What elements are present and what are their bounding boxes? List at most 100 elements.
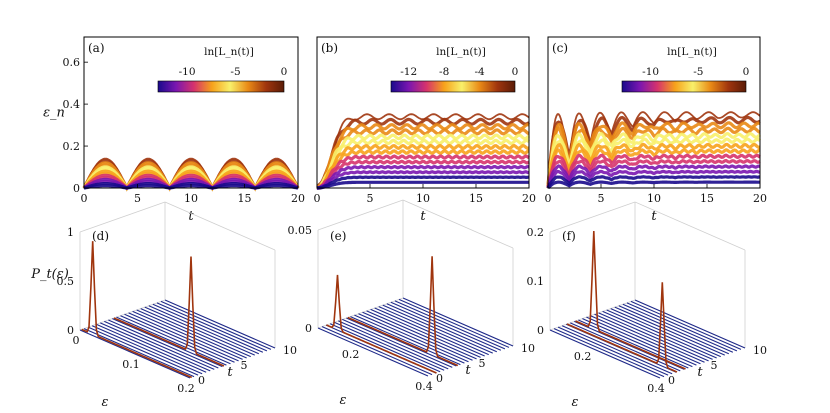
panel-1-series-8: [316, 154, 530, 190]
base-trace: [329, 323, 441, 373]
xtick-label: 0: [314, 192, 321, 205]
grid-line: [549, 201, 636, 233]
ztick-label: 0: [537, 324, 544, 337]
base-trace: [112, 318, 223, 368]
xtick-label: 10: [647, 192, 661, 205]
base-trace: [630, 300, 742, 350]
ztick-label: 0.1: [527, 275, 545, 288]
ytick-label: 0.6: [63, 56, 81, 69]
ttick-label: 10: [283, 344, 297, 357]
base-trace: [152, 303, 264, 353]
base-trace: [124, 313, 235, 363]
base-trace: [634, 299, 746, 349]
panel-3-box: [79, 201, 276, 379]
base-trace: [140, 308, 251, 358]
base-trace: [578, 319, 689, 369]
ylabel: ε_n: [43, 106, 65, 121]
xtick-label: 0.2: [177, 382, 195, 395]
base-trace: [598, 312, 709, 362]
ttick-label: 5: [711, 359, 718, 372]
colorbar: [157, 80, 285, 93]
grid-line: [634, 201, 746, 251]
base-trace: [148, 305, 260, 355]
panel-1-series-7: [316, 149, 530, 189]
peak-0: [326, 274, 437, 374]
base-trace: [338, 320, 449, 370]
base-trace: [358, 313, 469, 363]
colorbar-label: ln[L_n(t)]: [436, 46, 486, 58]
panel-1-curves: [316, 113, 531, 190]
colorbar-label: ln[L_n(t)]: [667, 46, 717, 58]
base-trace: [346, 317, 457, 367]
base-trace: [602, 310, 713, 360]
panel-1-series-1: [316, 117, 530, 188]
panel-4-box: [317, 199, 514, 377]
panel-2-series-5: [546, 137, 762, 189]
base-trace: [570, 322, 681, 372]
base-trace: [590, 315, 701, 365]
xtick-label: 20: [753, 192, 767, 205]
panel-label: (b): [321, 41, 338, 55]
ztick-label: 0: [305, 322, 312, 335]
panel-1-series-4: [317, 133, 531, 190]
base-trace: [164, 299, 276, 349]
peak-1: [566, 282, 678, 373]
base-trace: [95, 323, 207, 373]
colorbar-tick: 0: [281, 66, 288, 78]
base-trace: [553, 328, 665, 378]
panel-1-series-12: [316, 175, 530, 190]
ttick-label: 5: [241, 359, 248, 372]
panel-1-series-6: [316, 143, 530, 190]
ztick-label: 0.05: [288, 224, 313, 237]
colorbar-label: ln[L_n(t)]: [204, 46, 254, 58]
panel-label: (c): [552, 41, 568, 55]
panel-2-curves: [546, 111, 762, 190]
base-trace: [386, 303, 498, 353]
xtick-label: 20: [522, 192, 536, 205]
ttick-label: 0: [198, 374, 205, 387]
panel-1-series-10: [317, 164, 530, 190]
base-trace: [354, 314, 465, 364]
base-trace: [79, 329, 191, 379]
base-trace: [156, 302, 268, 352]
ttick-label: 0: [668, 374, 675, 387]
peak-0: [81, 241, 193, 379]
base-trace: [594, 313, 705, 363]
base-trace: [610, 308, 721, 358]
xtick-label: 15: [469, 192, 483, 205]
panel-label: (f): [562, 229, 576, 243]
colorbar-tick: -10: [179, 66, 196, 78]
panel-1-series-11: [317, 170, 530, 190]
grid-line: [402, 199, 514, 249]
base-trace: [136, 309, 247, 359]
panel-2-series-8: [546, 153, 761, 188]
base-trace: [160, 300, 272, 350]
ytick-label: 0.2: [63, 140, 81, 153]
xtick-label: 5: [367, 192, 374, 205]
panel-label: (d): [92, 229, 109, 243]
peak-0: [575, 230, 686, 370]
panel-2-series-12: [546, 175, 761, 189]
colorbar-tick: -4: [474, 66, 485, 78]
colorbar-tick: -5: [693, 66, 703, 78]
colorbar: [390, 80, 516, 93]
xtick-label: 0.2: [574, 350, 592, 363]
panel-label: (e): [330, 229, 346, 243]
panel-2-series-9: [546, 158, 761, 189]
xtick-label: 0.2: [342, 348, 360, 361]
base-trace: [362, 311, 473, 361]
base-trace: [366, 310, 477, 360]
base-trace: [618, 305, 730, 355]
colorbar-tick: -10: [642, 66, 659, 78]
xtick-label: 20: [291, 192, 305, 205]
panel-2-series-11: [546, 169, 761, 189]
grid-line: [79, 299, 166, 331]
panel-1-series-5: [317, 138, 531, 190]
tlabel: t: [465, 363, 471, 378]
base-trace: [120, 315, 231, 365]
base-trace: [378, 306, 489, 356]
panel-1-series-9: [316, 159, 530, 190]
base-trace: [549, 329, 661, 379]
colorbar-tick: -12: [400, 66, 417, 78]
